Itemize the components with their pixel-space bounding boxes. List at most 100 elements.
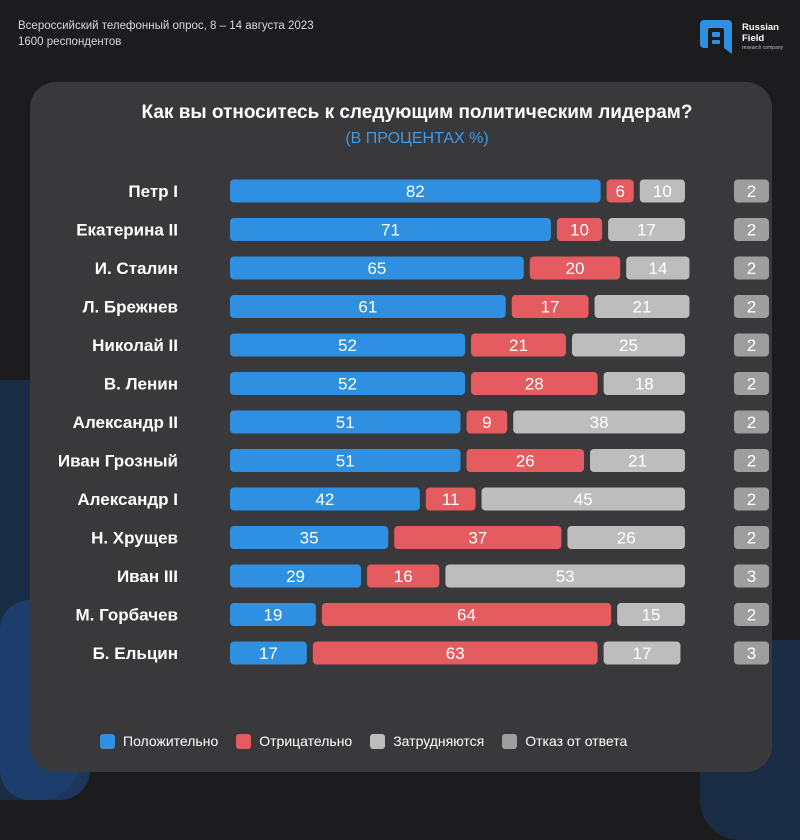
bar-difficult [603, 372, 685, 395]
category-label: И. Сталин [95, 259, 178, 278]
legend-label: Отрицательно [259, 733, 353, 749]
bar-positive [230, 333, 466, 357]
data-label: 2 [747, 606, 756, 625]
category-label: М. Горбачев [76, 606, 178, 625]
data-label: 11 [442, 490, 460, 509]
logo-mark-icon [700, 20, 732, 54]
bar-refused [734, 564, 769, 588]
bar-positive [230, 449, 461, 472]
data-label: 10 [653, 182, 672, 201]
bar-negative [606, 179, 634, 203]
legend-item-positive: Положительно [100, 733, 218, 749]
bar-refused [734, 218, 769, 241]
legend-swatch-positive [100, 733, 115, 749]
chart-legend: Положительно Отрицательно Затрудняются О… [100, 731, 645, 751]
data-label: 26 [617, 529, 636, 548]
bar-refused [734, 179, 769, 203]
bar-refused [734, 526, 769, 549]
bar-positive [230, 526, 389, 549]
data-label: 51 [336, 452, 355, 471]
bar-positive [230, 218, 551, 241]
bar-difficult [594, 295, 690, 318]
data-label: 20 [566, 259, 585, 278]
data-label: 52 [338, 375, 357, 394]
data-label: 63 [446, 644, 465, 663]
bar-difficult [590, 449, 685, 472]
category-label: Н. Хрущев [91, 529, 178, 548]
legend-item-refused: Отказ от ответа [502, 733, 627, 749]
data-label: 16 [394, 567, 413, 586]
data-label: 3 [747, 567, 756, 586]
bar-refused [734, 641, 769, 665]
bar-difficult [608, 218, 685, 241]
data-label: 25 [619, 336, 638, 355]
bar-refused [734, 487, 769, 511]
bar-negative [367, 564, 440, 588]
bar-negative [471, 372, 598, 395]
data-label: 17 [633, 644, 652, 663]
data-label: 2 [747, 298, 756, 317]
bar-positive [230, 256, 524, 280]
data-label: 2 [747, 452, 756, 471]
bar-negative [471, 333, 566, 357]
data-label: 2 [747, 413, 756, 432]
data-label: 18 [635, 375, 654, 394]
bar-refused [734, 410, 769, 434]
bar-positive [230, 487, 420, 511]
bar-difficult [481, 487, 685, 511]
category-label: Николай II [92, 336, 178, 355]
bar-refused [734, 372, 769, 395]
data-label: 38 [590, 413, 609, 432]
bar-positive [230, 564, 362, 588]
survey-info: Всероссийский телефонный опрос, 8 – 14 а… [18, 18, 314, 50]
data-label: 21 [628, 452, 647, 471]
data-label: 15 [642, 606, 661, 625]
category-label: Петр I [128, 182, 178, 201]
stacked-bar-chart: Петр I 82 6 10 2 Екатерина II 71 10 17 2 И. Сталин… [58, 179, 769, 665]
data-label: 2 [747, 490, 756, 509]
bar-positive [230, 372, 466, 395]
legend-label: Положительно [123, 733, 219, 749]
data-label: 51 [336, 413, 355, 432]
data-label: 14 [648, 259, 667, 278]
bar-negative [425, 487, 476, 511]
data-label: 52 [338, 336, 357, 355]
legend-item-negative: Отрицательно [236, 733, 352, 749]
bar-difficult [603, 641, 681, 665]
bar-negative [394, 526, 562, 549]
legend-label: Отказ от ответа [525, 733, 628, 749]
data-label: 21 [509, 336, 528, 355]
data-label: 26 [516, 452, 535, 471]
category-label: Б. Ельцин [93, 644, 178, 663]
data-label: 17 [637, 221, 656, 240]
bar-difficult [626, 256, 690, 280]
data-label: 45 [574, 490, 593, 509]
bar-negative [556, 218, 603, 241]
data-label: 2 [747, 529, 756, 548]
data-label: 19 [263, 606, 282, 625]
bar-negative [529, 256, 621, 280]
survey-description: Всероссийский телефонный опрос, 8 – 14 а… [18, 20, 314, 32]
data-label: 9 [482, 413, 491, 432]
data-label: 35 [300, 529, 319, 548]
data-label: 10 [570, 221, 589, 240]
category-label: Александр II [73, 413, 178, 432]
bar-negative [312, 641, 598, 665]
data-label: 2 [747, 259, 756, 278]
bar-positive [230, 410, 461, 434]
chart-subtitle: (В ПРОЦЕНТАХ %) [345, 130, 489, 147]
respondent-count: 1600 респондентов [18, 36, 122, 48]
bar-negative [466, 449, 585, 472]
logo-brand-line: Field [742, 33, 765, 44]
bar-difficult [617, 603, 685, 626]
data-label: 65 [367, 259, 386, 278]
bar-refused [734, 449, 769, 472]
bar-positive [230, 295, 506, 318]
legend-label: Затрудняются [393, 733, 485, 749]
data-label: 6 [615, 182, 624, 201]
data-label: 3 [747, 644, 756, 663]
bar-negative [511, 295, 589, 318]
bar-refused [734, 333, 769, 357]
logo-subtitle: research company [742, 45, 784, 51]
data-label: 17 [259, 644, 278, 663]
